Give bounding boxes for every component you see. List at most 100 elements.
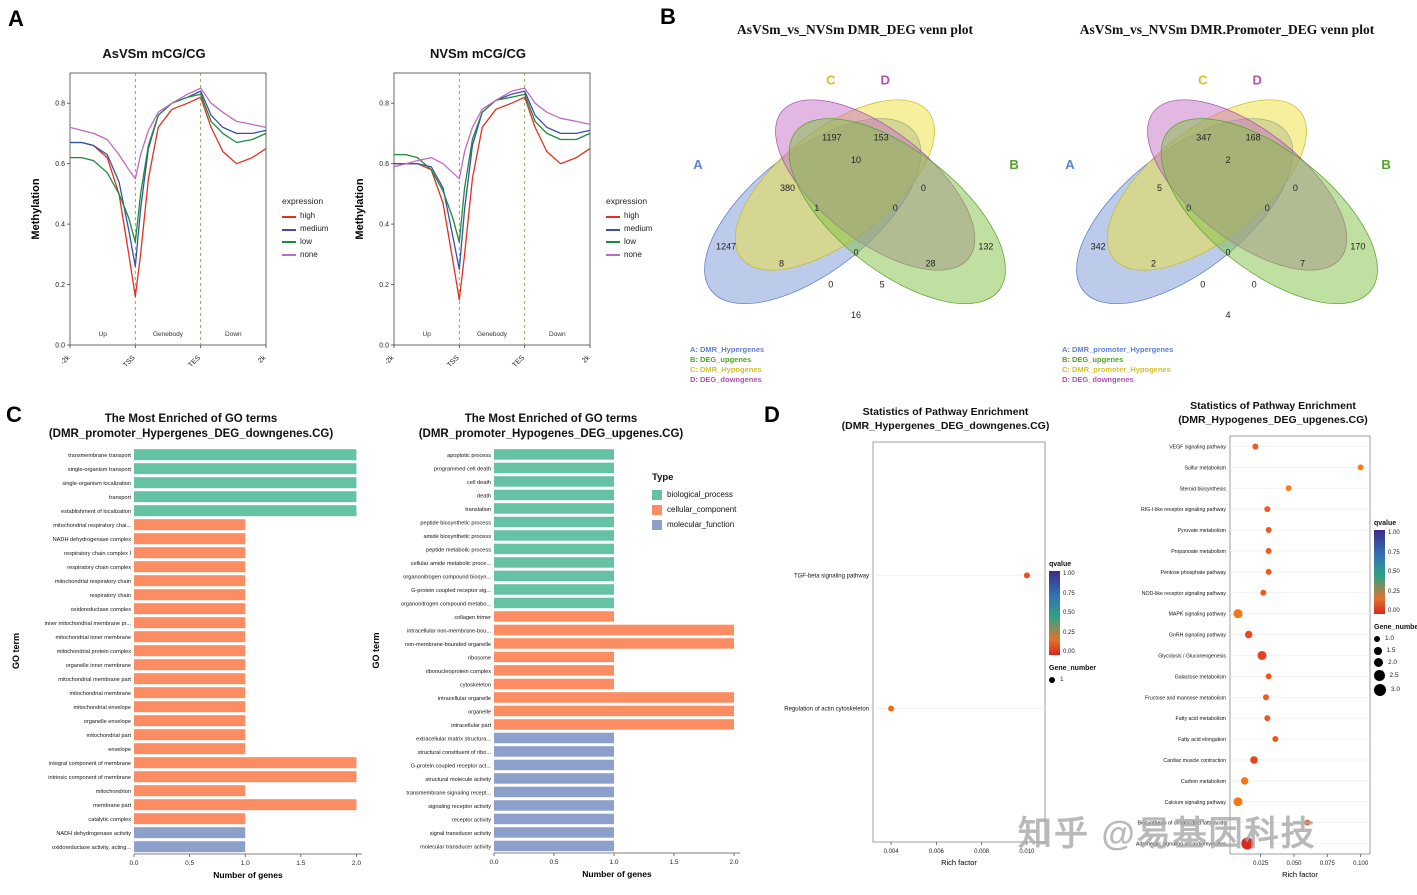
- x-tick-label: 0.008: [974, 849, 990, 855]
- gene-number-item: 2.5: [1374, 670, 1417, 681]
- dot-plot-svg: TGF-beta signaling pathway Regulation of …: [784, 441, 1046, 867]
- pathway-dot: [1357, 464, 1364, 471]
- go-bar: [134, 659, 246, 671]
- qvalue-bar-row: 1.00 0.75 0.50 0.25 0.00: [1049, 571, 1107, 656]
- x-tick-label: 0.075: [1320, 861, 1336, 867]
- gene-number-dot: [1374, 670, 1385, 681]
- qvalue-legend-title: qvalue: [1049, 561, 1072, 569]
- venn-count-A: 342: [1091, 241, 1106, 251]
- go-legend-item: biological_process: [652, 487, 736, 502]
- methylation-plot-nvsm: NVSm mCG/CG 0.0 0.2 0.4 0.6 0.8 Methylation -2k…: [352, 46, 668, 395]
- x-axis-label: Rich factor: [1282, 870, 1318, 879]
- go-term-label: intracellular organelle: [438, 696, 491, 702]
- expression-legend-item: low: [282, 236, 344, 249]
- series-line-medium: [394, 90, 591, 271]
- gene-number-item: 1.5: [1374, 646, 1417, 655]
- pathway-label: Regulation of actin cytoskeleton: [784, 707, 869, 713]
- venn-count-D: 168: [1246, 133, 1261, 143]
- gene-number-label: 3.0: [1391, 686, 1401, 694]
- panel-a-label: A: [8, 6, 24, 31]
- go-term-label: peptide metabolic process: [426, 547, 491, 553]
- rect-el: [393, 72, 591, 346]
- series-line-none: [69, 87, 267, 180]
- region-label: Genebody: [153, 331, 184, 338]
- qvalue-tick: 0.75: [1388, 549, 1400, 556]
- go-term-label: mitochondrion: [96, 789, 131, 795]
- legend-line-swatch: [282, 254, 296, 257]
- x-tick-label: -2k: [60, 354, 72, 366]
- go-bar: [494, 692, 734, 703]
- go-term-label: signaling receptor activity: [428, 804, 491, 810]
- x-tick-label: 0.010: [1019, 849, 1035, 855]
- go-term-label: inner mitochondrial membrane pr...: [45, 621, 132, 627]
- x-axis-label: Rich factor: [941, 858, 977, 867]
- go-bar: [494, 516, 614, 528]
- venn-count-BCD: 0: [893, 203, 898, 213]
- expression-legend-label: high: [624, 211, 640, 221]
- rect-el: [872, 441, 1046, 843]
- pathway-dot: [1240, 777, 1249, 785]
- venn-count-A: 1247: [716, 241, 736, 251]
- legend-line-swatch: [282, 241, 296, 244]
- go-term-label: mitochondrial membrane part: [58, 677, 131, 683]
- venn-legend-item-A: A: DMR_Hypergenes: [690, 345, 765, 354]
- go-bar: [494, 638, 734, 649]
- gene-number-legend-title: Gene_number: [1374, 624, 1417, 632]
- venn-set-letter-D: D: [1252, 72, 1261, 87]
- bar-chart-subtitle: (DMR_promoter_Hypogenes_DEG_upgenes.CG): [418, 427, 684, 440]
- pathway-label: Calcium signaling pathway: [1165, 800, 1227, 806]
- go-bar: [134, 631, 246, 643]
- go-term-label: organonitrogen compound metabo...: [401, 601, 492, 607]
- dot-plot-subtitle: (DMR_Hypogenes_DEG_upgenes.CG): [1178, 413, 1368, 426]
- go-term-label: respiratory chain: [90, 593, 131, 599]
- go-term-label: oxidoreductase complex: [71, 607, 132, 613]
- venn-legend-item-D: D: DEG_downgenes: [690, 375, 762, 385]
- dot-plot-title: Statistics of Pathway Enrichment: [1190, 400, 1356, 412]
- y-tick-label: 0.4: [55, 222, 65, 229]
- go-bar: [134, 449, 357, 461]
- pathway-dot: [1233, 797, 1243, 807]
- bar-chart-subtitle: (DMR_promoter_Hypergenes_DEG_downgenes.C…: [48, 427, 334, 440]
- bar-chart-title: The Most Enriched of GO terms: [104, 413, 278, 425]
- legend-line-swatch: [282, 228, 296, 231]
- go-term-label: mitochondrial respiratory chai...: [53, 523, 131, 529]
- y-axis-label: Methylation: [354, 178, 366, 239]
- go-term-label: intrinsic component of membrane: [48, 775, 131, 781]
- qvalue-legend-title: qvalue: [1374, 520, 1397, 528]
- go-term-label: cellular amide metabolic proce...: [411, 561, 492, 567]
- x-tick-label: 1.5: [296, 860, 305, 867]
- venn-set-letter-B: B: [1009, 157, 1018, 172]
- x-tick-label: 2k: [257, 354, 268, 365]
- go-type-legend: Type biological_process cellular_component…: [652, 472, 736, 533]
- dot-plot-row: VEGF signaling pathway Sulfur metabolism S…: [1118, 430, 1417, 884]
- legend-line-swatch: [282, 215, 296, 218]
- expression-legend-item: medium: [606, 223, 668, 236]
- expression-legend-item: high: [606, 210, 668, 223]
- go-legend-item: molecular_function: [652, 517, 736, 532]
- legend-line-swatch: [606, 228, 620, 231]
- venn-count-BC: 7: [1300, 259, 1305, 269]
- venn-count-BD: 0: [921, 183, 926, 193]
- go-term-label: membrane part: [93, 803, 131, 809]
- gene-number-dot: [1374, 635, 1380, 642]
- bar-chart-title: The Most Enriched of GO terms: [464, 413, 638, 425]
- x-tick-label: 2.0: [352, 860, 361, 867]
- pathway-label: Carbon metabolism: [1181, 779, 1226, 785]
- type-label: cellular_component: [667, 505, 737, 515]
- qvalue-tick: 0.25: [1388, 588, 1400, 595]
- gene-number-item: 3.0: [1374, 683, 1417, 696]
- go-term-label: organelle: [468, 709, 491, 715]
- series-line-high: [70, 96, 267, 298]
- venn-set-letter-C: C: [1198, 72, 1208, 87]
- y-tick-label: 0.6: [55, 161, 65, 168]
- x-tick-label: 0.006: [929, 849, 945, 855]
- go-bar: [134, 673, 246, 685]
- venn-count-AB: 16: [851, 310, 861, 320]
- go-bar: [494, 557, 614, 568]
- go-term-label: mitochondrial respiratory chain: [55, 579, 131, 585]
- qvalue-tick: 0.50: [1063, 610, 1075, 617]
- venn-set-letter-C: C: [826, 72, 836, 87]
- go-bar: [134, 785, 246, 797]
- pathway-label: Galactose metabolism: [1175, 675, 1226, 681]
- panel-d-label: D: [764, 402, 780, 427]
